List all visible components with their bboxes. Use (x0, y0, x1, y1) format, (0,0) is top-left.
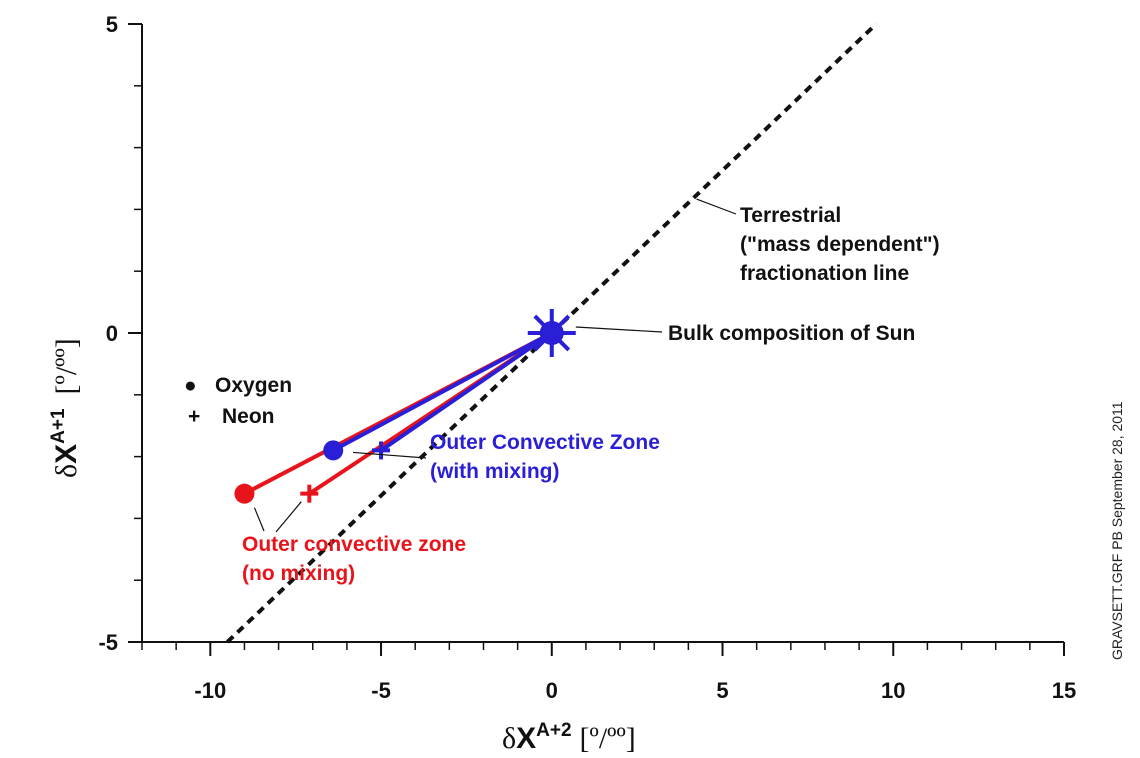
x-tick-label: 15 (1052, 678, 1076, 703)
with-mixing-oxygen-marker (323, 440, 344, 461)
legend-oxygen-symbol: ● (184, 374, 197, 397)
x-tick-label: 10 (881, 678, 905, 703)
with-mixing-neon-line (379, 331, 554, 453)
y-tick-label: -5 (98, 630, 118, 655)
with-mixing-line-1: Outer Convective Zone (430, 431, 660, 454)
annotation-leaders (253, 198, 737, 533)
sun-ray (533, 314, 571, 352)
legend: ● Oxygen + Neon (184, 374, 292, 428)
x-tick-label: 0 (546, 678, 558, 703)
legend-neon-label: Neon (222, 405, 275, 428)
no-mixing-annotation: Outer convective zone (no mixing) (242, 533, 472, 585)
terrestrial-annotation: Terrestrial ("mass dependent") fractiona… (740, 204, 945, 285)
terrestrial-line-1: Terrestrial (740, 204, 841, 227)
sun-annotation: Bulk composition of Sun (668, 322, 915, 345)
y-axis-delta: δ (50, 464, 83, 478)
file-note: GRAVSETT.GRF PB September 28, 2011 (1109, 401, 1125, 660)
no-mixing-oxygen-marker (234, 483, 255, 504)
x-axis-label: δXA+2 [º/ºº] (502, 720, 636, 755)
series-lines (242, 331, 554, 496)
y-axis-unit: [º/ºº] (50, 338, 83, 394)
with-mixing-annotation: Outer Convective Zone (with mixing) (430, 431, 666, 483)
y-tick-label: 5 (106, 12, 118, 37)
y-axis-var: X (50, 444, 83, 464)
no-mixing-neon-marker (300, 484, 319, 503)
with-mixing-oxygen-line (331, 331, 554, 453)
legend-neon-symbol: + (188, 405, 200, 428)
x-tick-label: -5 (371, 678, 391, 703)
terrestrial-line-3: fractionation line (740, 262, 909, 285)
with-mixing-neon-marker (372, 441, 391, 460)
x-axis-sup: A+2 (536, 720, 571, 741)
x-axis-delta: δ (502, 722, 516, 755)
sun-leader (575, 326, 663, 333)
x-axis-var: X (516, 722, 536, 755)
legend-oxygen-label: Oxygen (215, 374, 292, 397)
with-mixing-leader (352, 451, 427, 459)
terrestrial-leader (696, 198, 737, 215)
y-axis-sup: A+1 (48, 408, 69, 444)
x-axis-unit: [º/ºº] (580, 722, 636, 755)
ticks (128, 23, 1065, 656)
x-tick-label: 5 (716, 678, 728, 703)
with-mixing-line-2: (with mixing) (430, 460, 560, 483)
sun-marker (527, 309, 576, 357)
no-mixing-line-1: Outer convective zone (242, 533, 466, 556)
tick-labels: -10 -5 0 5 10 15 5 0 -5 (98, 12, 1076, 703)
no-mixing-neon-leader (275, 501, 302, 533)
no-mixing-oxygen-leader (253, 507, 265, 532)
y-tick-label: 0 (106, 321, 118, 346)
y-axis-label: δXA+1 [º/ºº] (48, 338, 83, 478)
no-mixing-line-2: (no mixing) (242, 562, 355, 585)
terrestrial-line-2: ("mass dependent") (740, 233, 940, 256)
x-tick-label: -10 (194, 678, 226, 703)
markers (234, 440, 391, 504)
